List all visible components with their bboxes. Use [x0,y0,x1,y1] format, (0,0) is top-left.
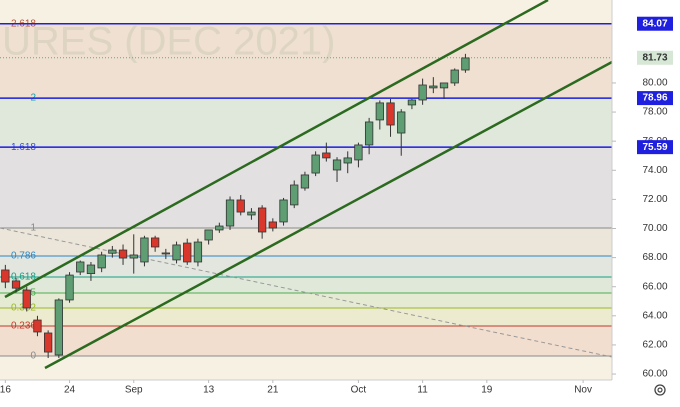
candle-body [418,84,427,101]
candle-body [172,244,181,261]
x-tick-label: Sep [125,385,143,396]
candle-body [407,99,417,106]
y-tick-label: 70.00 [642,223,667,234]
x-tick-label: 13 [203,385,215,396]
x-tick-label: 19 [481,385,493,396]
candle-body [279,199,288,223]
candle-body [439,82,449,89]
candle-body [86,264,96,275]
y-tick-label: 74.00 [642,165,667,176]
fib-label: 1 [30,223,36,234]
gear[interactable] [654,384,666,396]
x-tick-label: 11 [417,385,428,396]
y-tick-label: 68.00 [642,252,667,263]
level-label-box [637,140,673,155]
candle-body [450,69,459,84]
x-tick-label: Nov [574,385,592,396]
y-tick-label: 62.00 [642,340,667,351]
candle-body [322,152,331,159]
candle-body [225,199,235,227]
gear-center[interactable] [657,387,663,393]
x-tick-label: 24 [64,385,76,396]
candle-body [429,85,438,89]
candle-body [311,154,320,174]
channel-lower [44,60,613,370]
price-axis [612,0,680,402]
candle-body [386,102,395,126]
candle-body [354,144,363,161]
x-tick-label: 16 [0,385,11,396]
candle-body [140,237,149,263]
fib-label: 0.618 [11,272,36,283]
y-tick-label: 60.00 [642,369,667,380]
candle-body [11,280,21,289]
level-label-box [637,91,673,106]
y-tick-label: 80.00 [642,78,667,89]
candle-body [300,174,310,189]
fib-band [0,292,612,308]
trend-line-dashed [0,227,613,358]
plot-background [0,0,612,380]
last-price-label-box [637,50,673,65]
candle-body [215,225,224,231]
watermark: URES (DEC 2021) [2,20,335,64]
level-label: 84.07 [642,18,667,29]
candle-body [268,221,277,229]
fib-label: 0.786 [11,251,36,262]
x-tick-label: Oct [351,385,367,396]
fib-label: 0.236 [11,321,36,332]
candle-body [1,269,10,283]
candle-body [257,207,267,233]
candle-body [290,184,299,206]
y-tick-label: 72.00 [642,194,667,205]
fib-label: 0 [30,351,36,362]
candle-body [397,111,406,134]
candle-body [343,157,352,164]
candle-body [33,319,42,333]
time-axis [0,380,612,402]
fib-band [0,276,612,293]
candle-body [183,242,192,263]
y-tick-label: 78.00 [642,107,667,118]
y-tick-label: 64.00 [642,310,667,321]
level-label: 75.59 [642,142,667,153]
x-tick-label: 21 [267,385,279,396]
candle-body [97,254,106,269]
fib-band [0,98,612,148]
y-tick-label: 66.00 [642,281,667,292]
candle-body [364,121,374,146]
candle-body [44,332,53,353]
settings-icon[interactable] [654,384,666,396]
channel-upper [4,0,549,299]
level-label-box [637,16,673,31]
fib-band [0,326,612,356]
candle-body [204,229,213,241]
candle-body [108,249,117,254]
candle-body [161,252,170,255]
candle-body [332,159,342,171]
candle-body [22,289,31,309]
candle-body [461,57,470,71]
candle-body [118,249,128,259]
candle-body [236,199,245,213]
candle-body [375,102,384,121]
fib-band [0,23,612,99]
candle-body [247,211,256,216]
fib-band [0,307,612,327]
fib-band [0,256,612,277]
level-label: 78.96 [642,93,667,104]
candle-body [65,274,74,301]
candle-body [129,254,138,259]
fib-band [0,228,612,257]
candle-body [193,241,203,263]
last-price-label: 81.73 [642,52,667,63]
candle-body [76,261,85,273]
candle-body [54,299,63,356]
candle-body [150,237,160,248]
